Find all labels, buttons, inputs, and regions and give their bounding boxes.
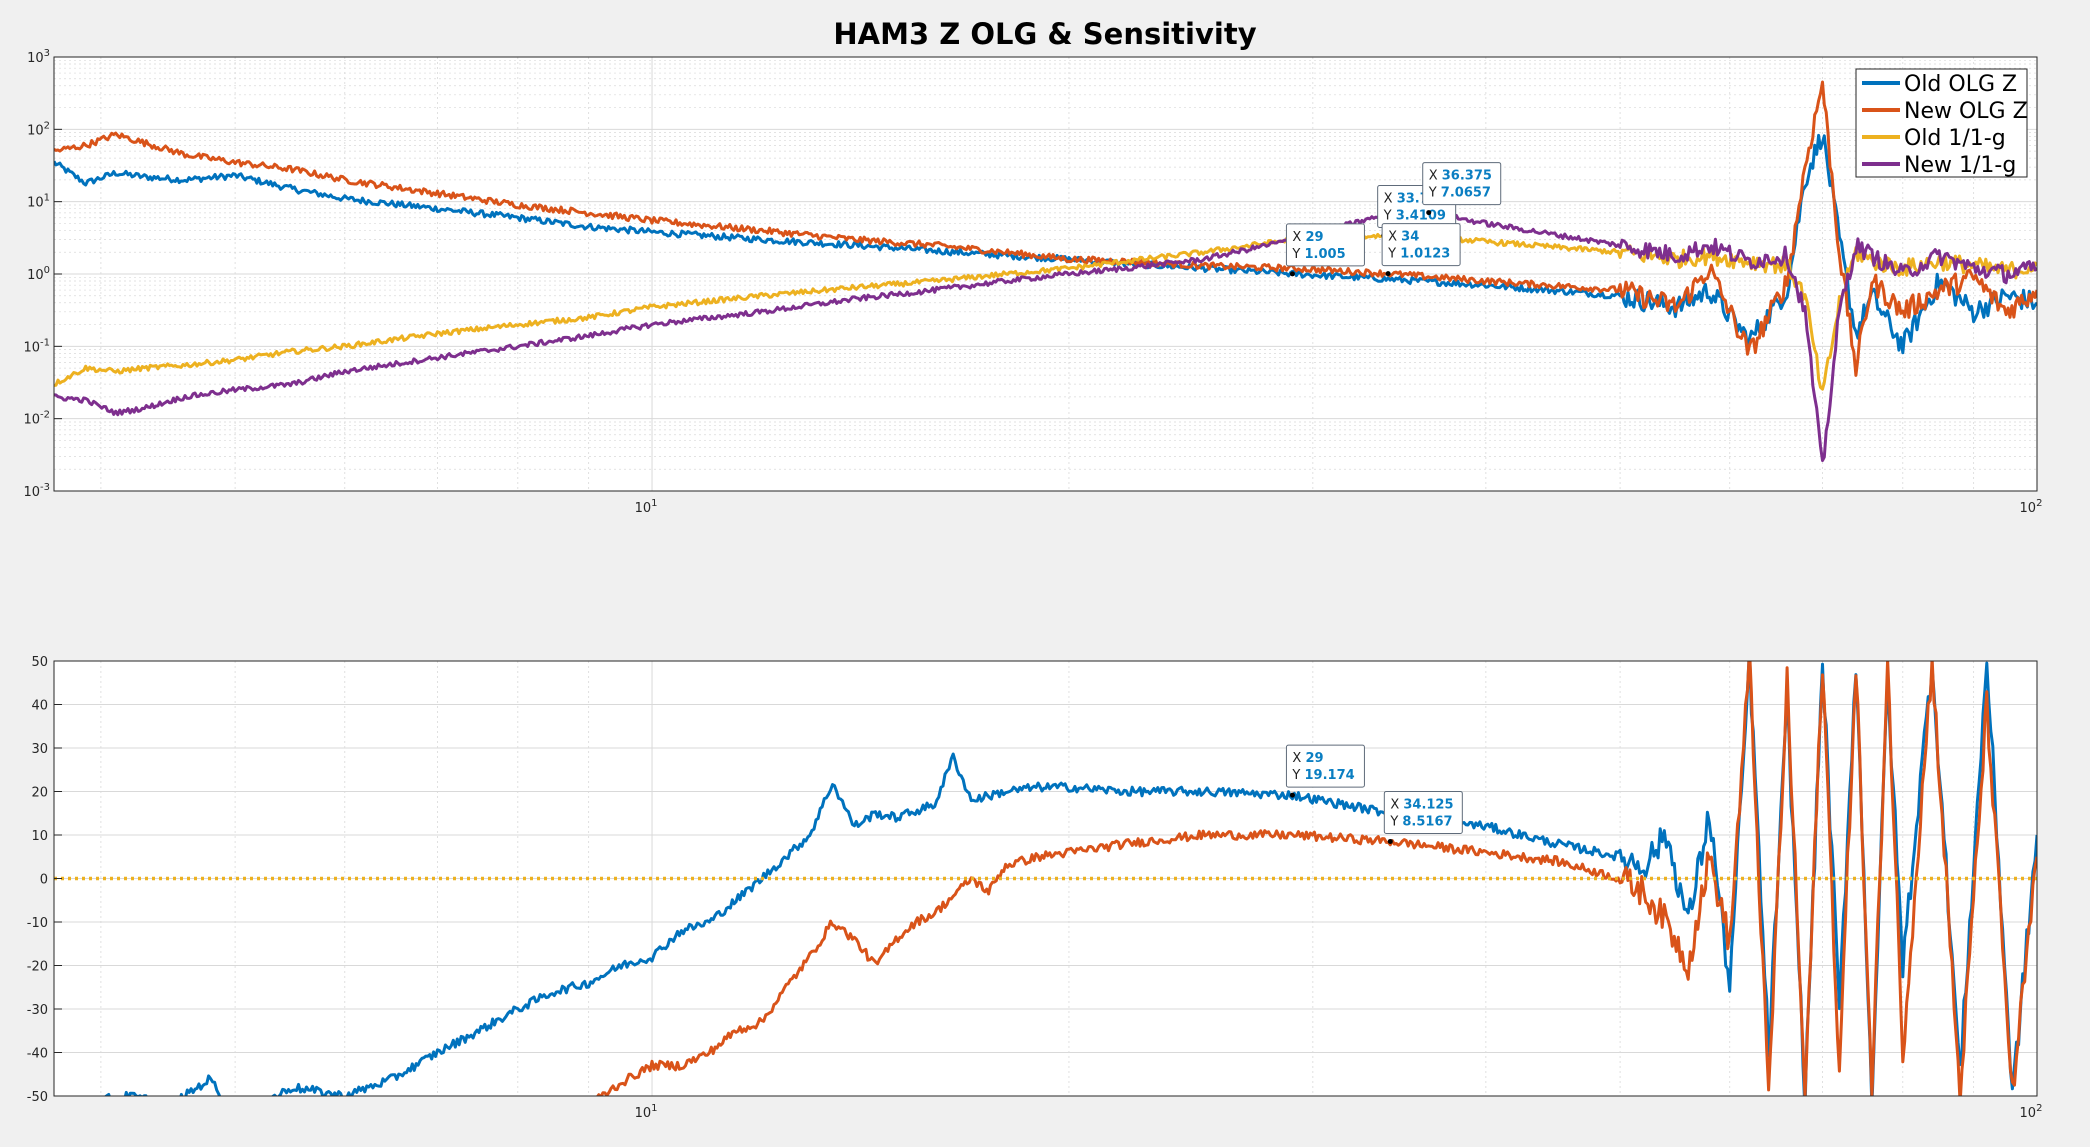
top-y-tick-label: 10-1 [23,337,50,355]
bottom-y-tick-label: -40 [27,1047,48,1062]
bottom-datatip-marker [1387,838,1393,844]
bottom-y-tick-label: 20 [31,786,48,801]
top-y-tick-label: 103 [27,48,50,66]
bottom-datatip[interactable] [1383,790,1463,834]
top-datatip-y: Y 7.0657 [1428,186,1491,201]
bottom-axes[interactable]: 50 40 30 20 10 0 -10 -20 -30 -40 -50 101 102 X 29 Y 1… [27,648,2043,1121]
top-grid [54,57,2038,492]
top-series-line [54,80,2037,377]
top-datatip-x: X 34 [1388,230,1419,245]
bottom-datatip-marker [1289,792,1295,798]
top-y-tick-label: 102 [27,120,50,138]
top-datatip-y: Y 1.0123 [1387,247,1450,262]
legend-box[interactable] [1855,68,2028,178]
top-datatip[interactable] [1285,223,1365,267]
top-x-tick-label: 102 [2020,498,2043,516]
top-tick-labels: 103 102 101 100 10-1 10-2 10-3 101 102 [23,48,2042,516]
top-y-tick-label: 101 [27,193,50,211]
bottom-datatips: X 29 Y 19.174 X 34.125 Y 8.5167 [1285,744,1463,844]
top-datatip-x: X 29 [1292,230,1323,245]
bottom-datatip-y: Y 8.5167 [1389,814,1452,829]
bottom-datatip-x: X 29 [1292,751,1323,766]
bottom-series-group [54,661,2037,1096]
bottom-series-line [596,661,2037,1096]
top-datatip-y: Y 3.4109 [1383,208,1446,223]
top-datatip[interactable] [1422,162,1502,206]
top-series-line [54,232,2037,391]
bottom-y-tick-label: -50 [27,1090,48,1105]
bottom-y-tick-label: -30 [27,1003,48,1018]
top-x-tick-label: 101 [635,498,658,516]
top-datatip-marker [1426,210,1432,216]
bottom-y-tick-label: 0 [40,873,48,888]
top-datatip-x: X 36.375 [1429,169,1492,184]
legend-entry: Old 1/1-g [1904,126,2006,151]
legend-entry: New OLG Z [1904,99,2028,124]
bottom-y-tick-label: -20 [27,960,48,975]
top-datatip-marker [1385,271,1391,277]
bottom-x-tick-label: 101 [635,1103,658,1121]
legend-entry: New 1/1-g [1904,153,2016,178]
legend-entry: Old OLG Z [1904,72,2017,97]
bottom-y-tick-label: 50 [31,655,48,670]
top-series-line [54,209,2037,462]
figure-title: HAM3 Z OLG & Sensitivity [833,17,1256,51]
bottom-x-tick-label: 102 [2020,1103,2043,1121]
bottom-y-tick-label: 40 [31,699,48,714]
bottom-y-tick-label: 30 [31,742,48,757]
bottom-datatip[interactable] [1285,744,1365,788]
bottom-datatip-x: X 34.125 [1390,797,1453,812]
bottom-tick-labels: 50 40 30 20 10 0 -10 -20 -30 -40 -50 101 102 [27,655,2043,1121]
bottom-datatip-y: Y 19.174 [1291,768,1354,783]
bottom-y-tick-label: -10 [27,916,48,931]
bottom-y-tick-label: 10 [31,829,48,844]
top-y-tick-label: 100 [27,265,50,283]
top-y-tick-label: 10-3 [23,482,50,500]
top-datatip-y: Y 1.005 [1291,247,1345,262]
top-series-group [54,80,2037,462]
bottom-series-line [84,661,2037,1096]
top-y-tick-label: 10-2 [23,410,50,428]
top-datatip-marker [1289,271,1295,277]
top-datatip[interactable] [1381,223,1461,267]
